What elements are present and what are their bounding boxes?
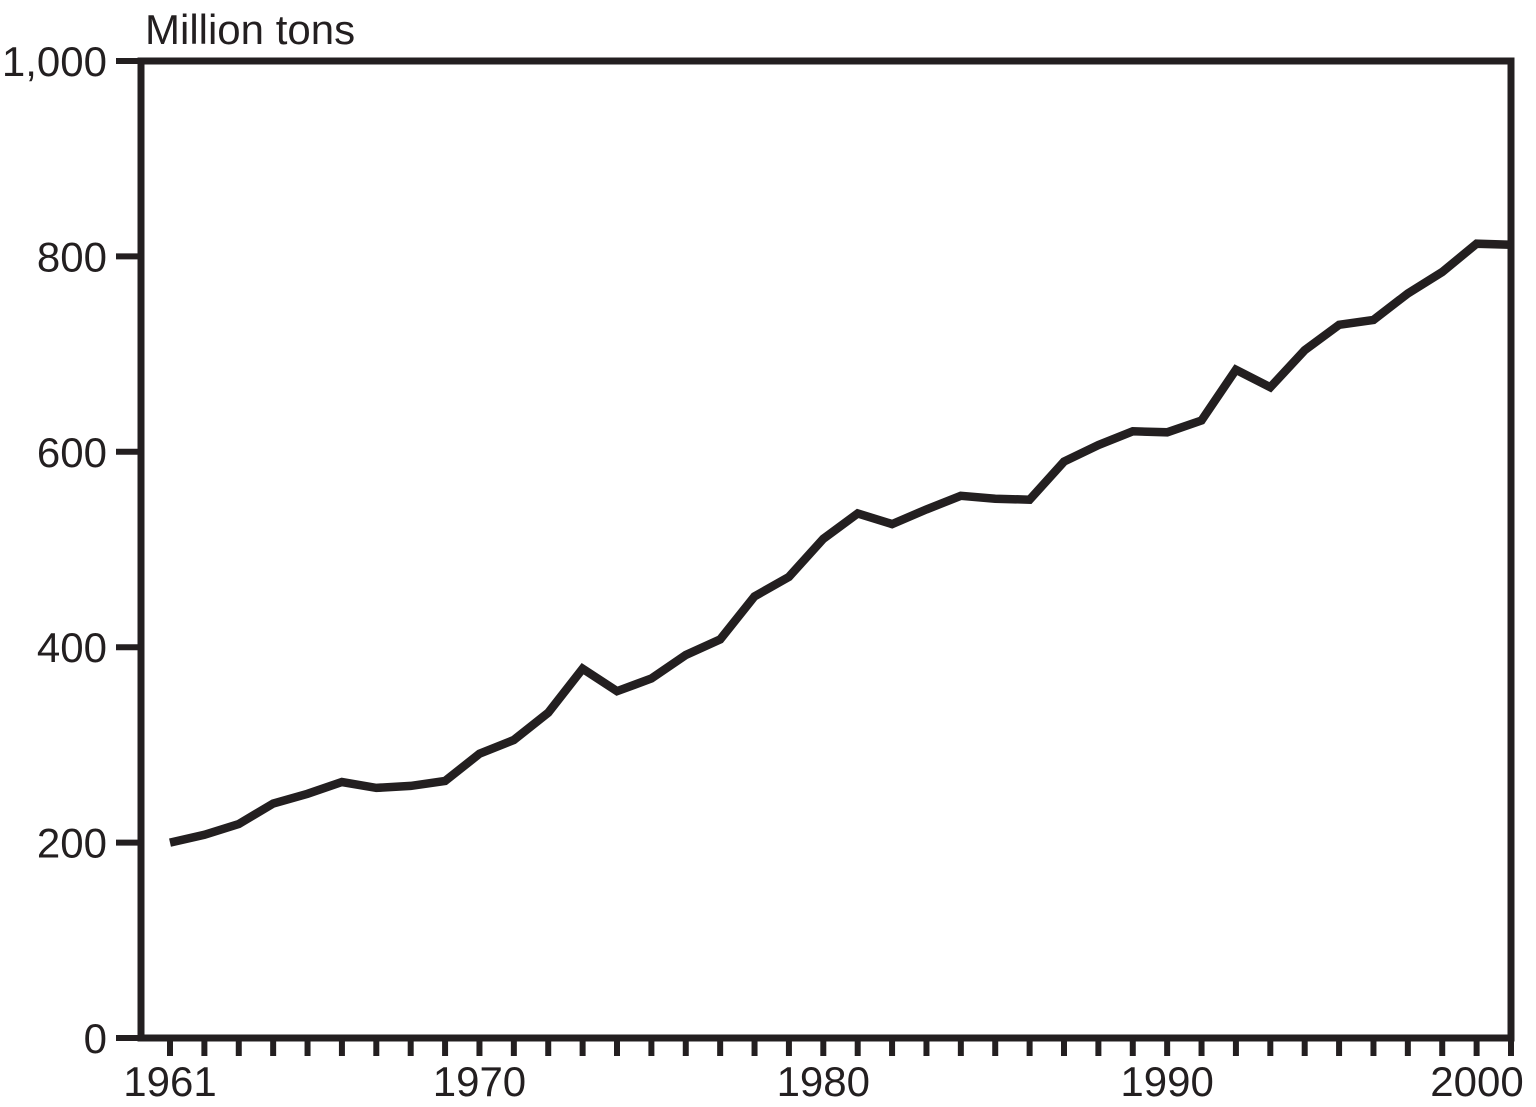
x-axis-tick-label: 1980 bbox=[777, 1058, 870, 1105]
y-axis-tick-label: 0 bbox=[84, 1015, 107, 1062]
data-line bbox=[169, 239, 1512, 847]
x-axis-tick-label: 1990 bbox=[1120, 1058, 1213, 1105]
y-axis-tick-label: 200 bbox=[37, 820, 107, 867]
y-axis-tick-label: 600 bbox=[37, 429, 107, 476]
y-axis-tick-label: 400 bbox=[37, 624, 107, 671]
x-axis: 1961 1970 1980 1990 2000 bbox=[123, 1038, 1524, 1105]
data-series bbox=[169, 239, 1512, 847]
y-axis-tick-label: 1,000 bbox=[2, 38, 107, 85]
x-axis-tick-label: 1961 bbox=[123, 1058, 216, 1105]
plot-frame bbox=[137, 57, 1515, 1042]
y-axis-tick-label: 800 bbox=[37, 233, 107, 280]
chart-title: Million tons bbox=[145, 6, 355, 53]
y-axis: 0 200 400 600 800 1,000 bbox=[2, 38, 141, 1062]
x-axis-tick-label: 1970 bbox=[433, 1058, 526, 1105]
x-axis-tick-label: 2000 bbox=[1430, 1058, 1523, 1105]
